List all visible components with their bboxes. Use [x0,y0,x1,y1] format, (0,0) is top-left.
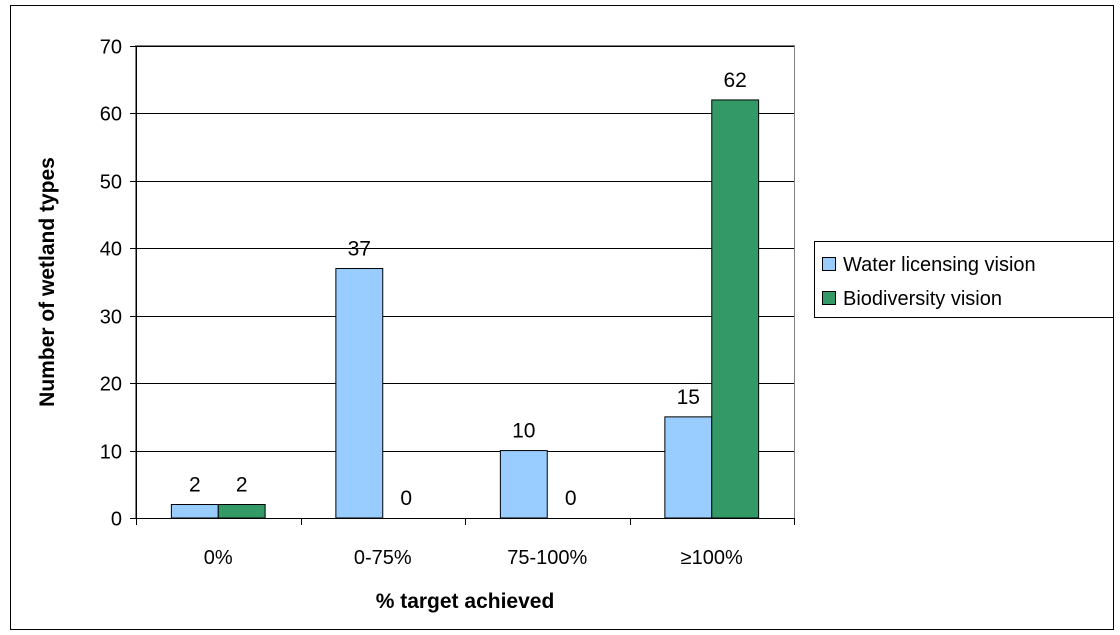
x-tick-label: ≥100% [681,547,743,569]
y-axis: 0 10 20 30 40 50 60 70 [100,37,137,531]
data-label: 10 [512,420,535,443]
bar-biodiversity-vision-0 [217,504,266,519]
y-tick-label: 0 [111,509,122,531]
legend-swatch-water-licensing [822,257,836,271]
data-label: 62 [724,69,747,92]
x-axis: 0% 0-75% 75-100% ≥100% [136,518,795,569]
bar-water-licensing-vision-100 [664,416,713,519]
y-tick-label: 60 [100,104,122,126]
x-tick-label: 0% [204,547,233,569]
legend-swatch-biodiversity [822,291,836,305]
data-label: 2 [189,474,201,497]
x-axis-title: % target achieved [376,590,555,613]
y-axis-title: Number of wetland types [36,157,59,407]
bar-water-licensing-vision-75-100 [499,450,548,519]
bar-biodiversity-vision-100 [711,99,760,519]
y-tick-label: 10 [100,442,122,464]
y-tick-label: 50 [100,172,122,194]
data-label: 2 [236,474,248,497]
data-label: 0 [565,487,577,510]
y-tick-label: 20 [100,374,122,396]
y-tick-label: 30 [100,307,122,329]
y-tick-label: 40 [100,239,122,261]
legend: Water licensing vision Biodiversity visi… [814,241,1114,318]
x-tick-label: 75-100% [507,547,587,569]
data-label: 15 [677,386,700,409]
x-tick-label: 0-75% [354,547,412,569]
legend-label-biodiversity: Biodiversity vision [843,288,1002,310]
bar-water-licensing-vision-0 [170,504,219,519]
legend-label-water-licensing: Water licensing vision [843,254,1036,276]
bars [170,99,760,519]
data-labels: 2 2 37 0 10 0 15 62 [189,69,747,510]
legend-box [814,241,1114,318]
data-label: 37 [348,238,371,261]
bar-water-licensing-vision-0-75 [335,268,384,519]
y-tick-label: 70 [100,37,122,59]
data-label: 0 [400,487,412,510]
